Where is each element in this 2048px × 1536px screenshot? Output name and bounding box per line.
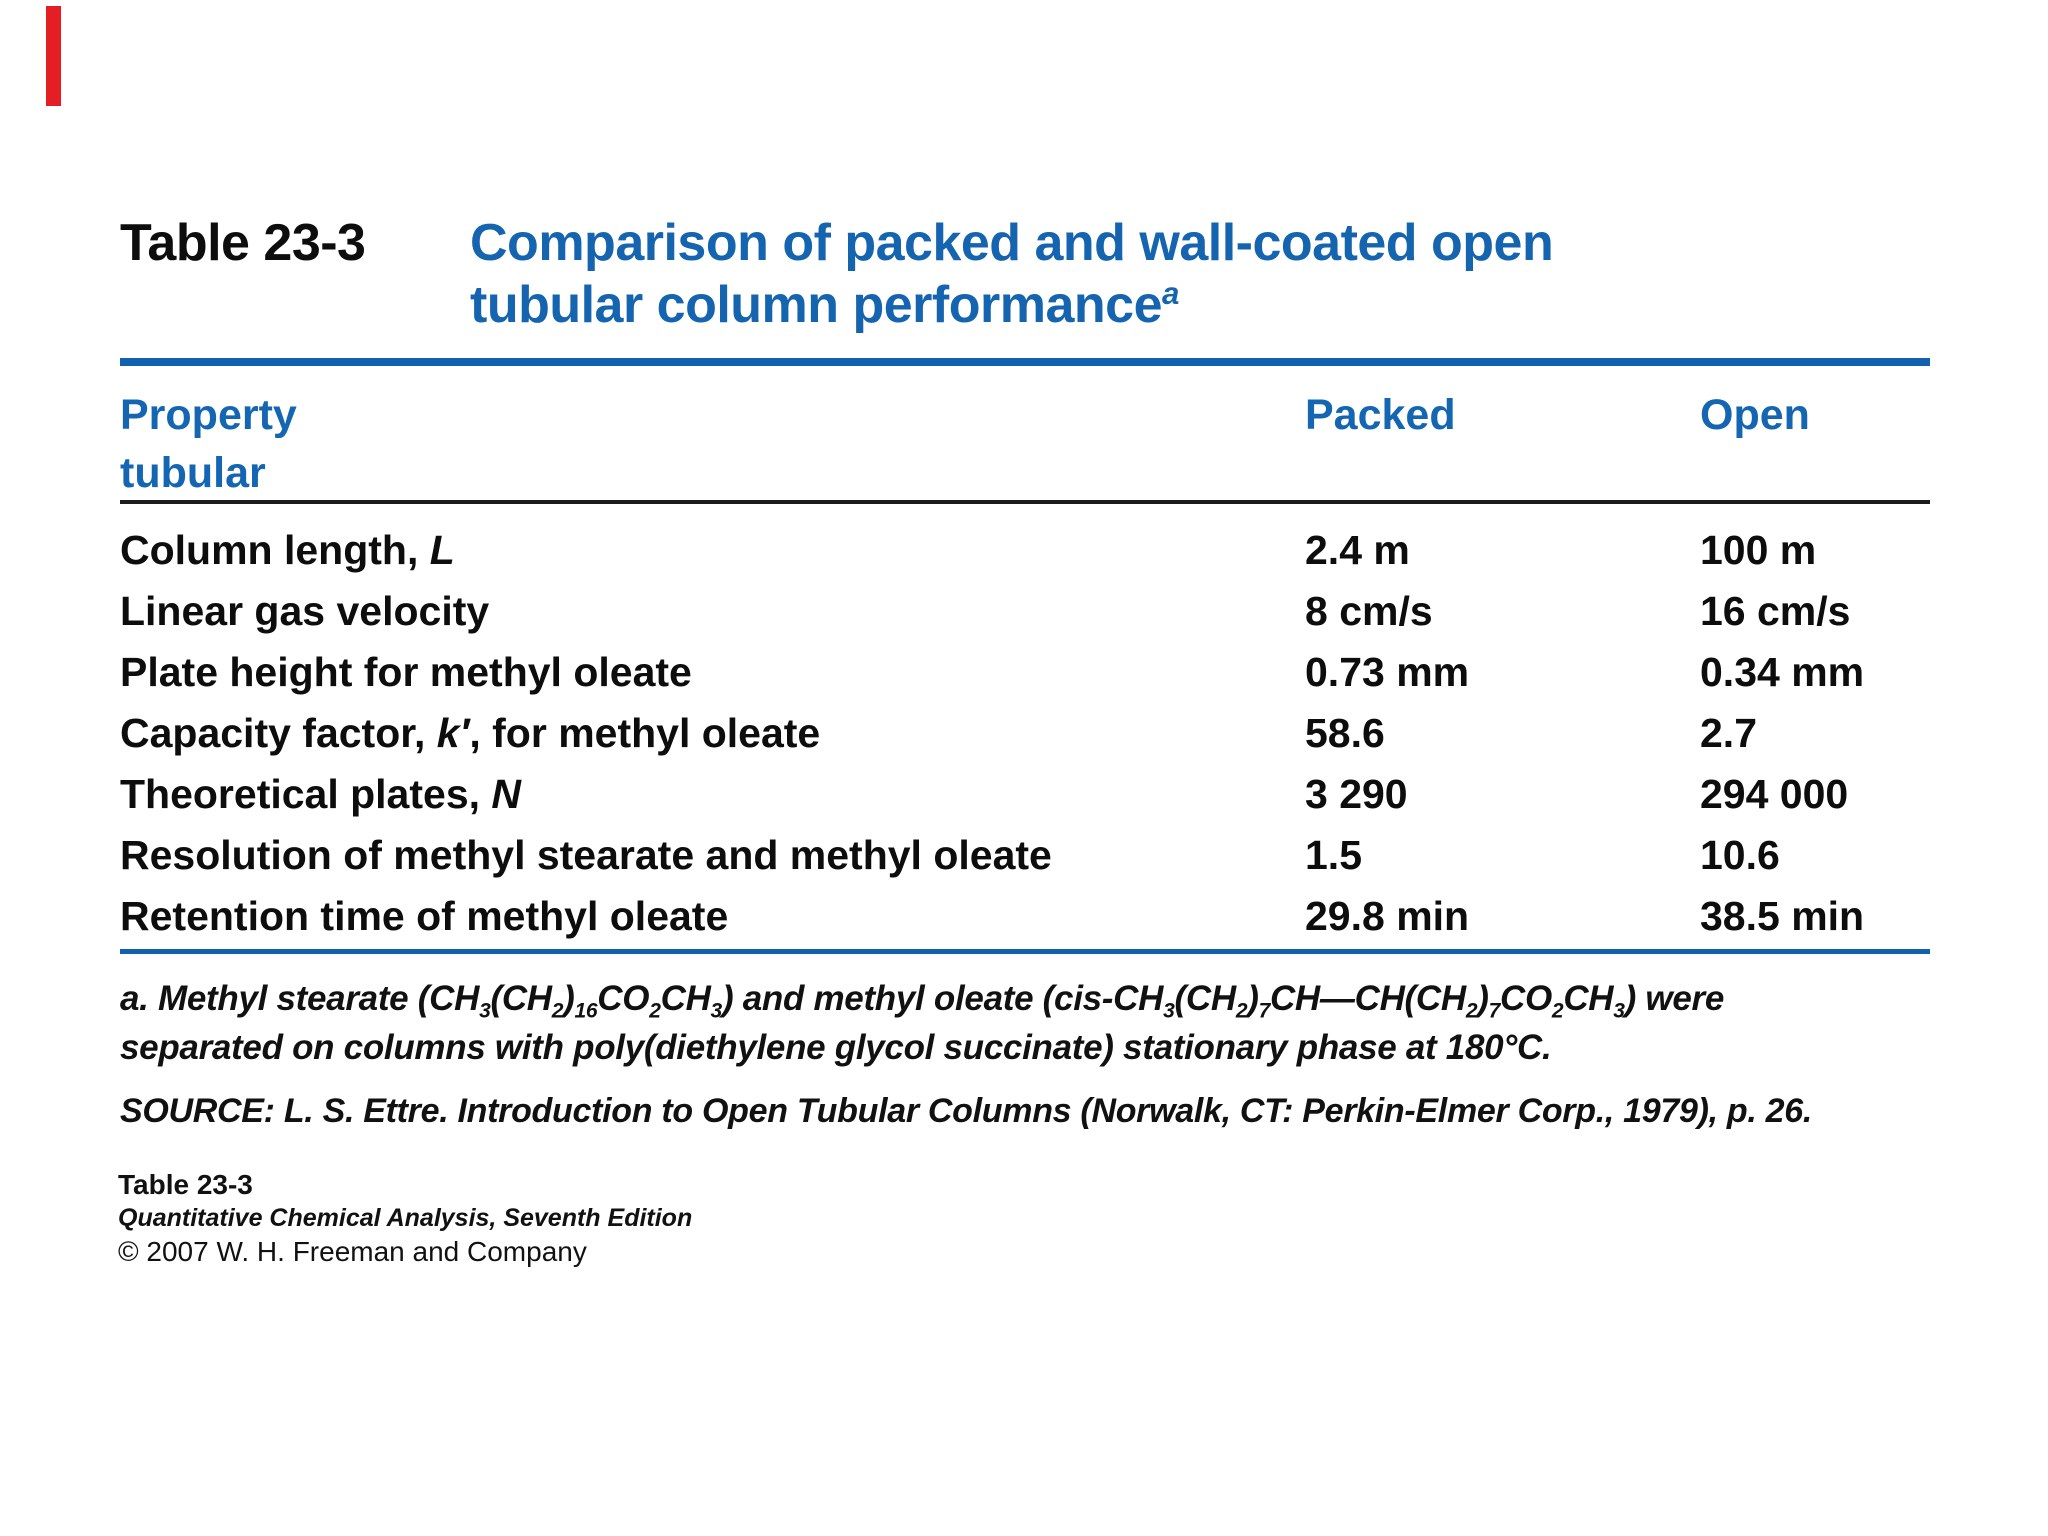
property-cell: Capacity factor, k′, for methyl oleate — [120, 710, 821, 756]
packed-cell: 29.8 min — [1305, 893, 1470, 939]
table-body: Column length, L 2.4 m 100 m Linear gas … — [120, 520, 1930, 947]
table-number: Table 23-3 — [120, 214, 366, 272]
bottom-rule — [120, 949, 1930, 954]
footnote-line2: separated on columns with poly(diethylen… — [120, 1028, 1552, 1067]
property-cell: Theoretical plates, N — [120, 771, 522, 817]
header-open: Open — [1700, 391, 1810, 439]
table-row: Retention time of methyl oleate 29.8 min… — [120, 886, 1930, 947]
table-caption: Comparison of packed and wall-coated ope… — [470, 212, 1554, 336]
open-cell: 100 m — [1700, 527, 1817, 573]
table-row: Linear gas velocity 8 cm/s 16 cm/s — [120, 581, 1930, 642]
table-row: Capacity factor, k′, for methyl oleate 5… — [120, 703, 1930, 764]
packed-cell: 58.6 — [1305, 710, 1385, 756]
table-caption-line1: Comparison of packed and wall-coated ope… — [470, 214, 1554, 272]
header-property-line1: Property — [120, 391, 297, 439]
credit-copyright: © 2007 W. H. Freeman and Company — [118, 1236, 587, 1267]
red-marker-bar — [46, 6, 61, 106]
open-cell: 0.34 mm — [1700, 649, 1865, 695]
open-cell: 2.7 — [1700, 710, 1757, 756]
table-row: Column length, L 2.4 m 100 m — [120, 520, 1930, 581]
table-row: Theoretical plates, N 3 290 294 000 — [120, 764, 1930, 825]
table-row: Resolution of methyl stearate and methyl… — [120, 825, 1930, 886]
property-cell: Column length, L — [120, 527, 455, 573]
header-property: Property tubular — [120, 386, 297, 502]
property-cell: Plate height for methyl oleate — [120, 649, 692, 695]
packed-cell: 1.5 — [1305, 832, 1362, 878]
property-cell: Linear gas velocity — [120, 588, 490, 634]
open-cell: 294 000 — [1700, 771, 1849, 817]
footnote-line1: a. Methyl stearate (CH3(CH2)16CO2CH3) an… — [120, 979, 1725, 1023]
open-cell: 38.5 min — [1700, 893, 1865, 939]
source-citation: SOURCE: L. S. Ettre. Introduction to Ope… — [120, 1092, 1813, 1130]
table-row: Plate height for methyl oleate 0.73 mm 0… — [120, 642, 1930, 703]
footnote-marker: a — [1162, 276, 1179, 311]
property-cell: Retention time of methyl oleate — [120, 893, 729, 939]
credits-block: Table 23-3 Quantitative Chemical Analysi… — [118, 1168, 692, 1270]
packed-cell: 3 290 — [1305, 771, 1408, 817]
table-caption-line2: tubular column performance — [470, 276, 1163, 334]
open-cell: 16 cm/s — [1700, 588, 1851, 634]
credit-table-ref: Table 23-3 — [118, 1169, 253, 1200]
packed-cell: 0.73 mm — [1305, 649, 1470, 695]
open-cell: 10.6 — [1700, 832, 1780, 878]
property-cell: Resolution of methyl stearate and methyl… — [120, 832, 1052, 878]
credit-book-title: Quantitative Chemical Analysis, Seventh … — [118, 1204, 693, 1232]
top-rule — [120, 358, 1930, 366]
header-property-line2: tubular — [120, 449, 266, 497]
footnote: a. Methyl stearate (CH3(CH2)16CO2CH3) an… — [120, 974, 1930, 1072]
packed-cell: 2.4 m — [1305, 527, 1410, 573]
packed-cell: 8 cm/s — [1305, 588, 1433, 634]
header-divider-rule — [120, 500, 1930, 504]
header-packed: Packed — [1305, 391, 1456, 439]
table-title: Table 23-3 Comparison of packed and wall… — [120, 212, 1554, 336]
